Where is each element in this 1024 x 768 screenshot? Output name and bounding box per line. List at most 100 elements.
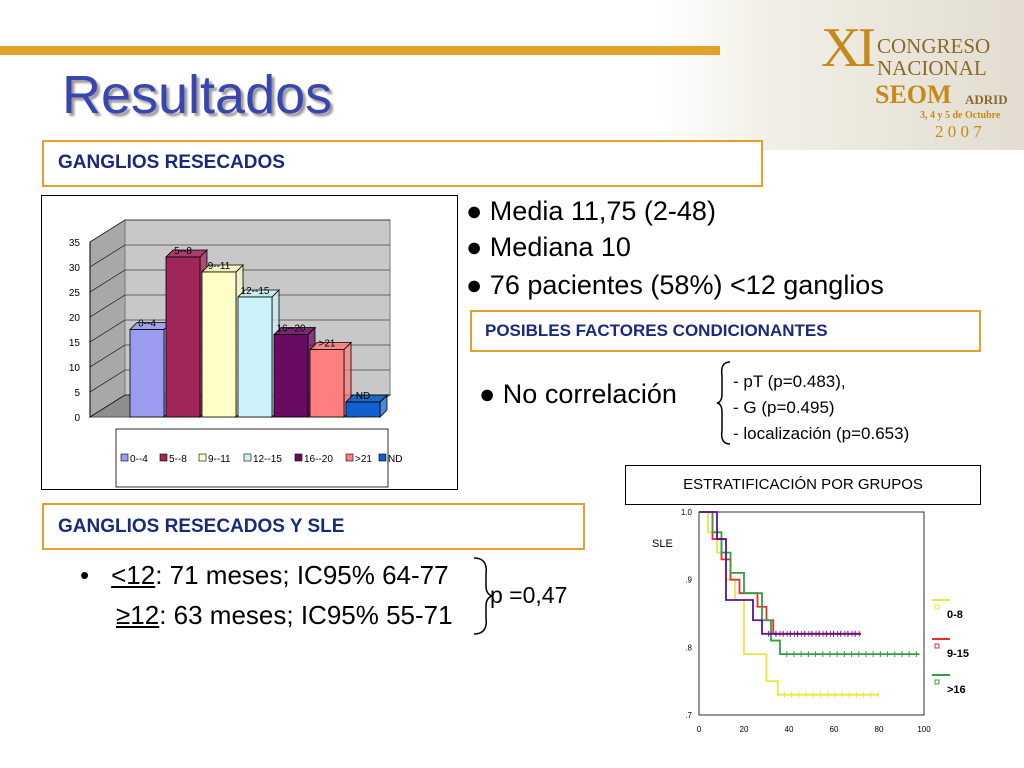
- y-tick-label: .8: [685, 643, 692, 652]
- stat-mediana: ● Mediana 10: [466, 232, 631, 262]
- legend-swatch: [198, 453, 207, 462]
- gridline: [89, 294, 390, 318]
- gridline: [89, 219, 390, 243]
- y-tick-label: 5: [74, 388, 80, 399]
- congress-logo: XI CONGRESO NACIONAL SEOM ADRID 3, 4 y 5…: [815, 14, 1024, 144]
- bar-data-label: ND: [356, 391, 370, 402]
- section-ganglios-sle: GANGLIOS RESECADOS Y SLE: [42, 503, 585, 550]
- legend-swatch: [345, 453, 354, 462]
- bar: [273, 334, 309, 418]
- logo-line3: SEOM: [875, 80, 952, 109]
- logo-dates: 3, 4 y 5 de Octubre: [920, 110, 1001, 121]
- x-tick-label: 80: [875, 725, 884, 734]
- legend-label: 5--8: [169, 454, 187, 465]
- bar: [237, 296, 273, 418]
- bar: [165, 256, 201, 418]
- section-factores-label: POSIBLES FACTORES CONDICIONANTES: [485, 321, 828, 340]
- legend-label: 16--20: [304, 454, 333, 465]
- bar-data-label: >21: [319, 339, 336, 350]
- legend-label: ND: [388, 454, 402, 465]
- y-tick-label: 30: [69, 263, 81, 274]
- logo-roman-numeral: XI: [821, 17, 876, 79]
- legend-marker: [934, 679, 940, 685]
- y-axis-label: SLE: [652, 538, 673, 550]
- y-tick-label: .7: [685, 711, 692, 720]
- gridline: [89, 319, 390, 343]
- gridline: [89, 269, 390, 293]
- gridline: [89, 244, 390, 268]
- legend-label: 12--15: [253, 454, 282, 465]
- bar-data-label: 0--4: [138, 319, 156, 330]
- sle-label-ge12: ≥12: [116, 600, 160, 630]
- estratificacion-label: ESTRATIFICACIÓN POR GRUPOS: [683, 476, 923, 493]
- congress-logo-background: [660, 0, 1024, 150]
- legend-label: >16: [947, 684, 966, 696]
- x-tick-label: 0: [697, 725, 702, 734]
- x-tick-label: 40: [785, 725, 794, 734]
- sle-value-lt12: : 71 meses; IC95% 64-77: [155, 560, 449, 590]
- y-tick-label: .9: [685, 576, 692, 585]
- survival-curve: [699, 511, 861, 635]
- legend-swatch: [243, 453, 252, 462]
- x-tick-label: 60: [830, 725, 839, 734]
- sle-row-ge12: ≥12: 63 meses; IC95% 55-71: [116, 600, 453, 631]
- legend-swatch: [159, 453, 168, 462]
- legend-label: 0--4: [130, 454, 148, 465]
- corr-localizacion: - localización (p=0.653): [733, 424, 910, 443]
- sle-value-ge12: : 63 meses; IC95% 55-71: [159, 600, 453, 630]
- bullet: •: [80, 560, 90, 590]
- bar-data-label: 9--11: [208, 261, 231, 272]
- legend-marker: [934, 604, 940, 610]
- bar-data-label: 16--20: [277, 324, 306, 335]
- corr-pt: - pT (p=0.483),: [733, 372, 846, 391]
- corr-g: - G (p=0.495): [733, 398, 835, 417]
- legend-label: 9--11: [208, 454, 231, 465]
- bar-data-label: 5--8: [174, 246, 192, 257]
- bar: [309, 349, 345, 418]
- y-tick-label: 1.0: [681, 508, 693, 517]
- sle-label-lt12: <12: [111, 560, 156, 590]
- legend-label: 9-15: [947, 648, 969, 660]
- y-tick-label: 20: [69, 313, 81, 324]
- pvalue: p =0,47: [490, 582, 568, 608]
- y-tick-label: 10: [69, 363, 81, 374]
- x-tick-label: 20: [740, 725, 749, 734]
- bar: [201, 271, 237, 418]
- y-tick-label: 15: [69, 338, 81, 349]
- legend-swatch: [294, 453, 303, 462]
- stat-pacientes: ● 76 pacientes (58%) <12 ganglios: [466, 270, 884, 300]
- logo-line1: CONGRESO: [877, 34, 991, 58]
- bar-chart: 0 5 10 15 20 25 30 35 0--4 5--8 9--11 12--15 16--20 >…: [69, 219, 402, 488]
- stat-media: ● Media 11,75 (2-48): [466, 196, 716, 226]
- legend-marker: [934, 643, 940, 649]
- top-accent-bar: [0, 46, 720, 55]
- legend-swatch: [120, 453, 129, 462]
- slide-title: Resultados: [62, 65, 333, 125]
- correlation-brace: [716, 361, 731, 445]
- survival-chart: SLE 1.0 .9 .8 .7 0 20 40 60 80 100 0-8 9-15 >16: [652, 508, 969, 734]
- legend-label: >21: [355, 454, 372, 465]
- legend-label: 0-8: [947, 609, 963, 621]
- estratificacion-box: ESTRATIFICACIÓN POR GRUPOS: [625, 465, 981, 505]
- section-ganglios-resecados-label: GANGLIOS RESECADOS: [58, 152, 285, 173]
- logo-line2: NACIONAL: [877, 56, 987, 80]
- section-ganglios-sle-label: GANGLIOS RESECADOS Y SLE: [58, 516, 345, 537]
- pvalue-brace: [473, 557, 494, 635]
- no-correlacion-text: ● No correlación: [479, 379, 677, 409]
- bar-data-label: 12--15: [241, 286, 270, 297]
- section-factores: POSIBLES FACTORES CONDICIONANTES: [470, 310, 981, 352]
- legend-swatch: [378, 453, 387, 462]
- logo-city: ADRID: [965, 92, 1008, 107]
- section-ganglios-resecados: GANGLIOS RESECADOS: [42, 140, 763, 187]
- logo-year: 2 0 0 7: [935, 122, 982, 141]
- plot-area: [698, 511, 925, 716]
- plot-side-wall: [89, 219, 126, 418]
- y-tick-label: 35: [69, 238, 81, 249]
- bar-chart-frame: 0 5 10 15 20 25 30 35 0--4 5--8 9--11 12--15 16--20 >…: [41, 195, 458, 490]
- bar: [129, 329, 165, 418]
- y-tick-label: 0: [74, 413, 80, 424]
- bar: [345, 401, 381, 418]
- x-tick-label: 100: [917, 725, 931, 734]
- y-tick-label: 25: [69, 288, 81, 299]
- sle-row-lt12: • <12: 71 meses; IC95% 64-77: [80, 560, 449, 591]
